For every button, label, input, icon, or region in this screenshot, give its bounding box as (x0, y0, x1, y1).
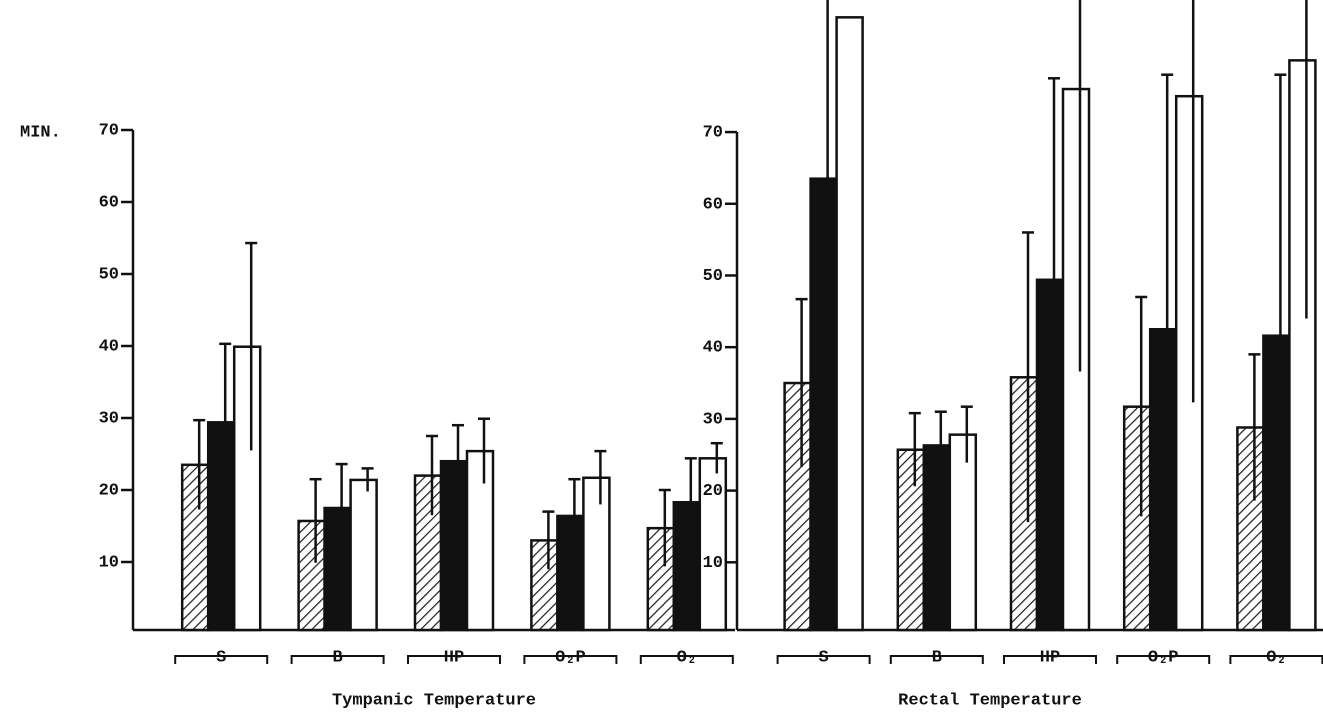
y-tick-label: 60 (703, 195, 723, 214)
x-tick-label: HP (444, 648, 464, 667)
y-tick-label: 50 (703, 267, 723, 286)
bar (1174, 94, 1204, 632)
x-tick-label: O₂P (1148, 648, 1179, 667)
bar (896, 448, 926, 632)
bar (1009, 376, 1039, 632)
bar (1035, 278, 1065, 632)
category-bracket (1229, 655, 1323, 664)
bar (180, 463, 210, 632)
bar (439, 459, 469, 632)
y-axis-label: MIN. (20, 123, 61, 142)
y-tick-label: 10 (99, 553, 119, 572)
category-bracket (174, 655, 269, 664)
y-tick-label: 60 (99, 193, 119, 212)
y-tick-label: 30 (703, 410, 723, 429)
x-tick-label: B (332, 648, 342, 667)
category-bracket (1116, 655, 1211, 664)
y-tick-label: 70 (703, 124, 723, 143)
bar (232, 345, 262, 632)
bar (698, 457, 728, 632)
category-bracket (889, 655, 984, 664)
x-tick-label: S (818, 648, 828, 667)
category-bracket (290, 655, 385, 664)
bar (556, 514, 585, 632)
category-bracket (776, 655, 871, 664)
x-tick-label: S (216, 648, 226, 667)
category-bracket (1003, 655, 1097, 664)
bar (349, 478, 378, 632)
bar (922, 444, 952, 632)
bar (1148, 328, 1178, 632)
y-tick-label: 70 (99, 121, 119, 140)
bar (646, 526, 676, 632)
x-tick-label: O₂ (677, 648, 697, 667)
y-tick-label: 40 (99, 337, 119, 356)
category-bracket (407, 655, 501, 664)
bar (1288, 59, 1317, 632)
bar (783, 381, 812, 632)
y-tick-label: 30 (99, 409, 119, 428)
bar (1262, 334, 1291, 632)
bar (672, 500, 702, 632)
bar (206, 421, 236, 632)
bar (582, 476, 611, 632)
y-tick-label: 50 (99, 265, 119, 284)
y-tick-label: 20 (99, 481, 119, 500)
bar (465, 449, 495, 632)
bar (948, 433, 978, 632)
bar (530, 539, 559, 632)
bar (297, 519, 326, 632)
y-tick-label: 20 (703, 482, 723, 501)
x-tick-label: HP (1040, 648, 1060, 667)
category-bracket (639, 655, 734, 664)
chart-title: Rectal Temperature (898, 691, 1082, 710)
bar (1236, 426, 1265, 632)
category-bracket (523, 655, 618, 664)
y-tick-label: 40 (703, 339, 723, 358)
bar (1122, 405, 1152, 632)
x-tick-label: B (932, 648, 942, 667)
bar (323, 506, 352, 632)
x-tick-label: O₂P (555, 648, 586, 667)
bar (413, 474, 443, 632)
bar (1061, 87, 1091, 632)
x-tick-label: O₂ (1266, 648, 1286, 667)
chart-title: Tympanic Temperature (332, 691, 536, 710)
y-tick-label: 10 (703, 554, 723, 573)
bar (809, 177, 838, 632)
bar (835, 16, 864, 632)
